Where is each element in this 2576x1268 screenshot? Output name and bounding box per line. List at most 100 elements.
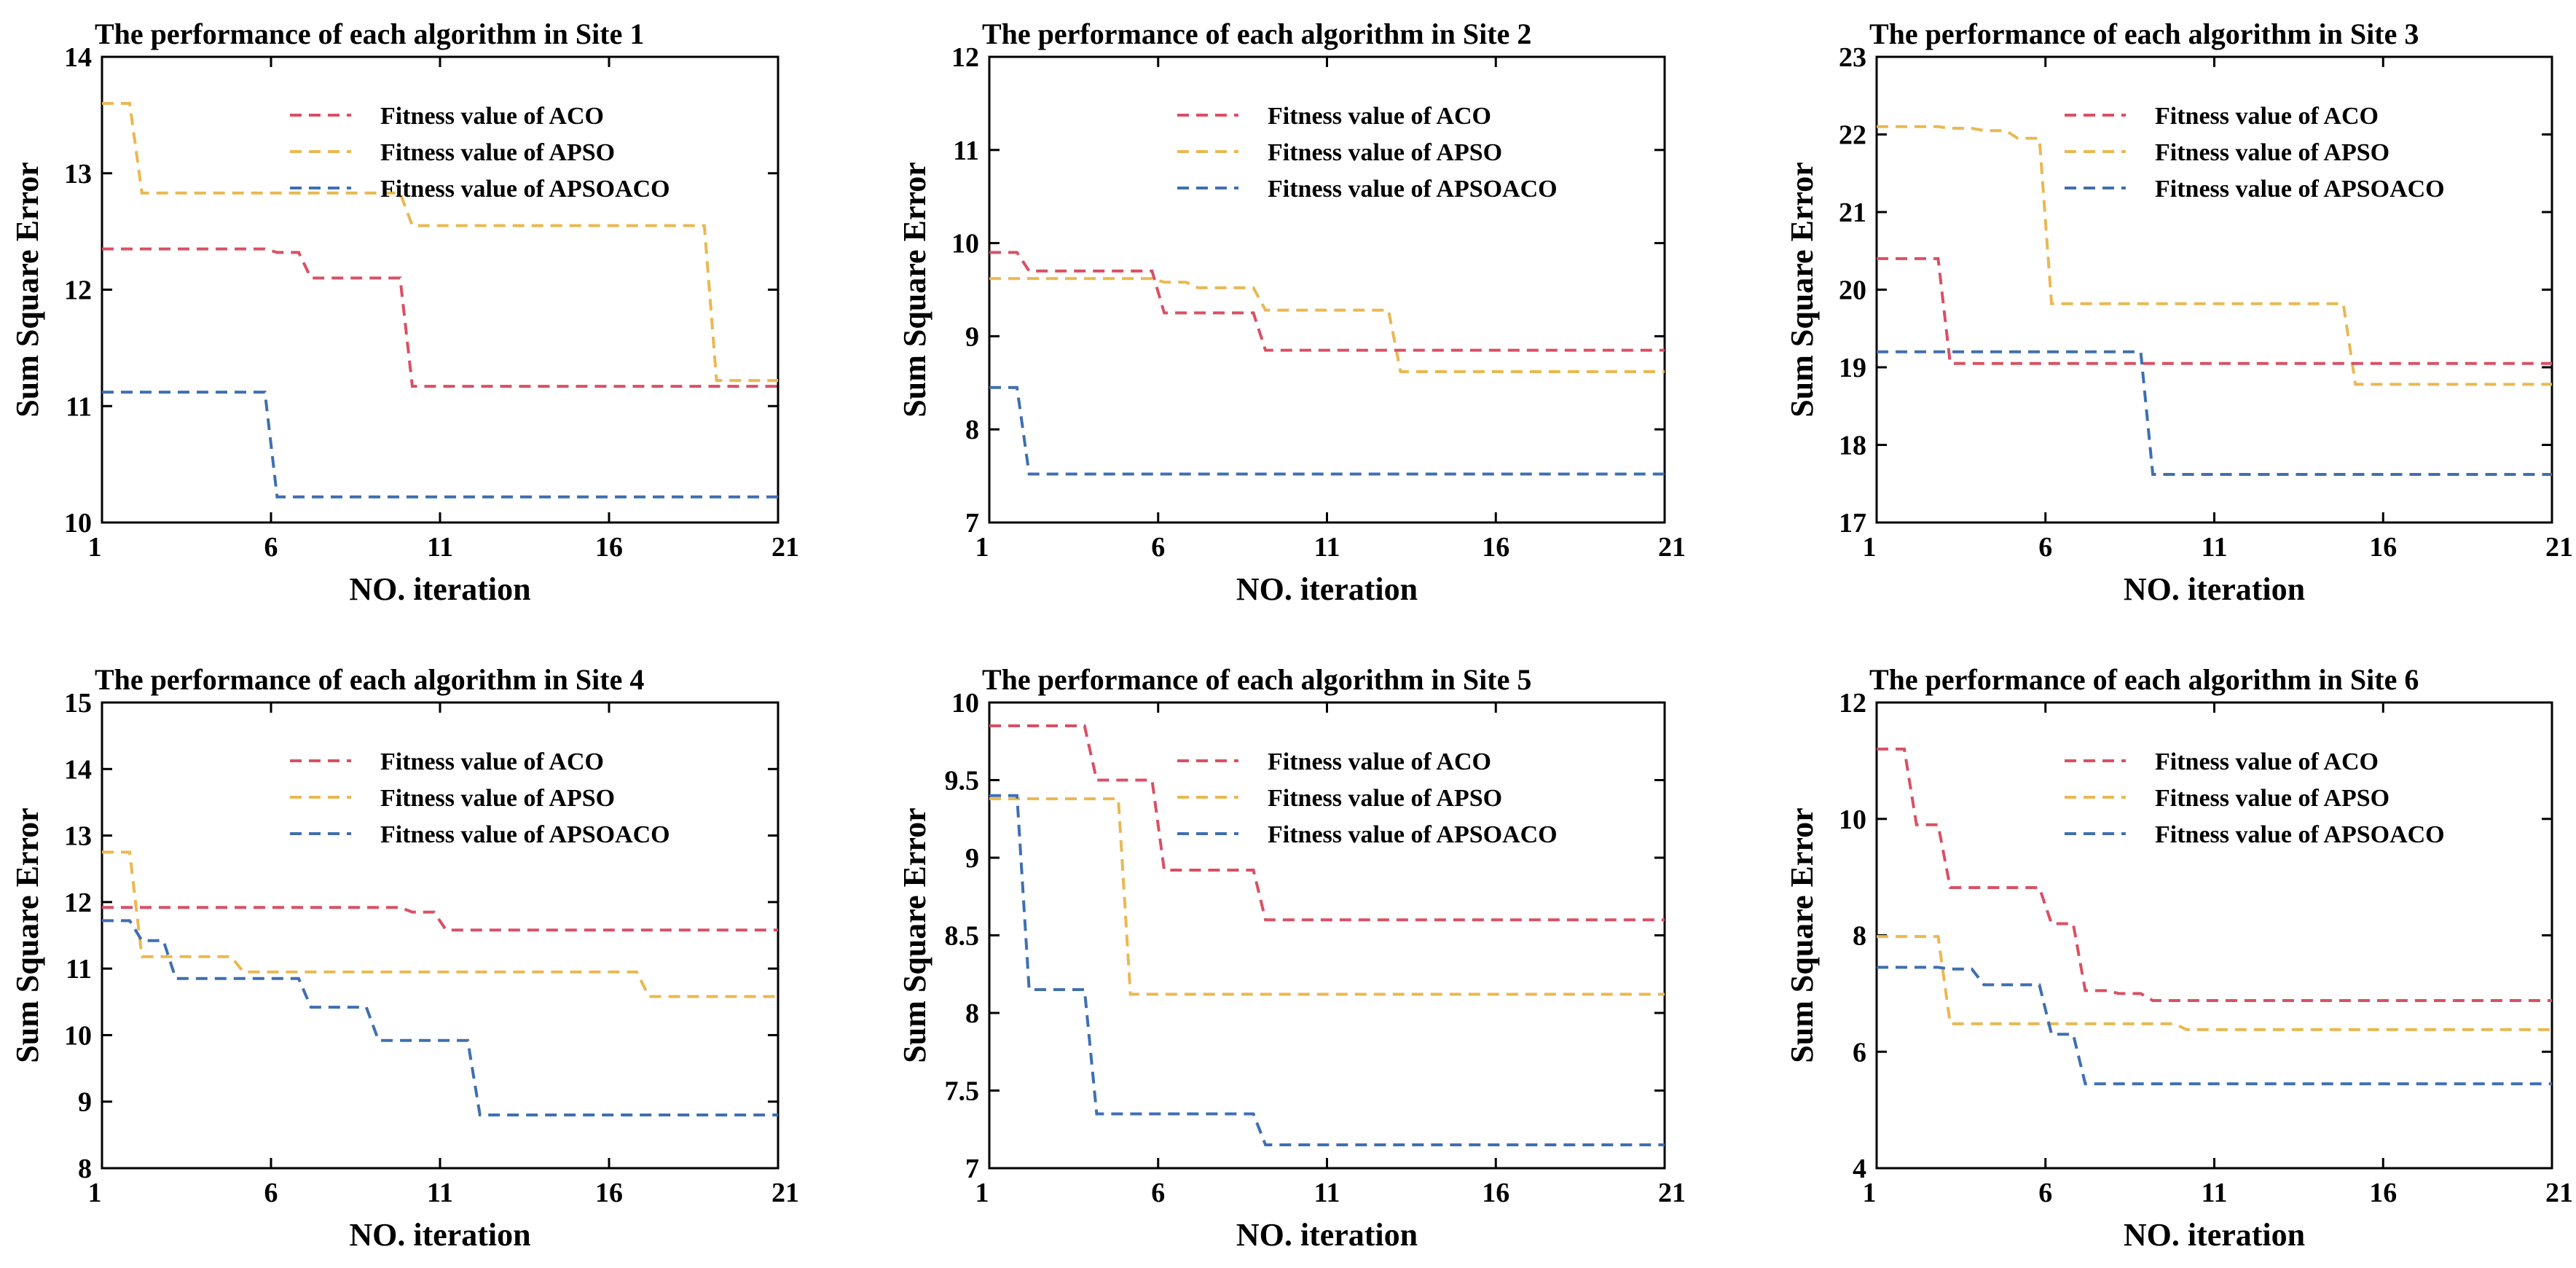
x-tick-label: 21 [2545,1178,2573,1208]
legend-label: Fitness value of ACO [380,103,604,130]
legend: Fitness value of ACO Fitness value of APS… [290,103,670,203]
y-tick-label: 20 [1839,275,1866,306]
x-tick-label: 1 [1863,532,1877,563]
legend: Fitness value of ACO Fitness value of APS… [290,748,670,848]
y-tick-label: 9 [965,843,979,874]
legend: Fitness value of ACO Fitness value of APS… [1177,103,1558,203]
x-tick-label: 6 [264,532,278,563]
y-tick-label: 9.5 [945,766,980,797]
y-tick-label: 12 [951,42,979,73]
y-tick-label: 22 [1839,120,1866,151]
y-tick-label: 23 [1839,42,1866,73]
x-tick-label: 16 [2369,532,2397,563]
y-tick-label: 8 [1853,921,1866,952]
y-tick-label: 11 [66,954,92,985]
y-tick-label: 8 [965,415,979,445]
x-tick-label: 21 [1658,1178,1686,1208]
y-tick-label: 15 [64,688,92,719]
x-axis-label: NO. iteration [2124,571,2305,607]
chart-title: The performance of each algorithm in Sit… [1869,17,2419,50]
y-tick-label: 11 [953,136,979,166]
chart-title: The performance of each algorithm in Sit… [95,663,644,696]
chart-panel-6: The performance of each algorithm in Sit… [1784,663,2573,1253]
legend-label: Fitness value of ACO [1268,748,1491,775]
series-line-aco [1877,747,2552,1002]
x-tick-label: 1 [1863,1178,1877,1208]
series-line-apsoaco [102,391,778,498]
x-axis-label: NO. iteration [1236,1217,1418,1253]
legend-label: Fitness value of APSO [380,139,615,166]
series-line-apso [102,850,778,998]
y-tick-label: 10 [951,688,979,719]
chart-panel-5: The performance of each algorithm in Sit… [897,663,1686,1253]
series-line-apso [102,101,778,383]
y-tick-label: 18 [1839,431,1866,461]
series-group [1877,747,2552,1086]
y-tick-label: 6 [1853,1037,1866,1068]
y-tick-label: 8 [78,1154,92,1184]
chart-panel-4: The performance of each algorithm in Sit… [9,663,799,1253]
legend-label: Fitness value of APSO [1268,139,1502,166]
y-tick-label: 7.5 [945,1076,980,1107]
x-tick-label: 16 [1482,532,1509,563]
y-tick-label: 9 [78,1087,92,1118]
x-tick-label: 21 [1658,532,1686,563]
legend-label: Fitness value of ACO [1268,103,1491,130]
series-line-apso [1877,125,2552,386]
x-tick-label: 1 [88,1178,102,1208]
x-tick-label: 1 [975,532,989,563]
x-tick-label: 6 [264,1178,278,1208]
x-axis-label: NO. iteration [2124,1217,2305,1253]
x-tick-label: 6 [1151,1178,1165,1208]
x-tick-label: 16 [595,1178,623,1208]
y-tick-label: 13 [64,821,92,852]
chart-panel-1: The performance of each algorithm in Sit… [9,17,799,607]
series-line-aco [1877,257,2552,365]
series-group [989,251,1665,476]
y-tick-label: 4 [1853,1154,1866,1184]
series-line-apsoaco [989,794,1665,1146]
legend-label: Fitness value of APSOACO [380,176,670,203]
y-tick-label: 17 [1839,508,1866,539]
series-line-aco [102,906,778,932]
legend-label: Fitness value of APSOACO [2155,176,2445,203]
series-line-apsoaco [102,919,778,1116]
chart-title: The performance of each algorithm in Sit… [1869,663,2419,696]
legend-label: Fitness value of APSOACO [1268,821,1558,848]
y-axis-label: Sum Square Error [9,162,45,417]
y-tick-label: 19 [1839,353,1866,383]
y-axis-label: Sum Square Error [897,162,932,417]
x-tick-label: 11 [427,532,453,563]
series-group [989,724,1665,1146]
x-tick-label: 11 [427,1178,453,1208]
legend-label: Fitness value of ACO [380,748,604,775]
x-tick-label: 1 [88,532,102,563]
series-line-aco [989,251,1665,352]
legend-label: Fitness value of APSO [2155,785,2390,812]
legend: Fitness value of ACO Fitness value of APS… [2065,748,2445,848]
y-tick-label: 10 [1839,805,1866,835]
legend-label: Fitness value of APSOACO [2155,821,2445,848]
y-tick-label: 7 [965,1154,979,1184]
y-tick-label: 21 [1839,197,1866,228]
chart-title: The performance of each algorithm in Sit… [95,17,644,50]
y-axis-label: Sum Square Error [1784,807,1820,1062]
legend-label: Fitness value of APSO [1268,785,1502,812]
chart-title: The performance of each algorithm in Sit… [982,663,1531,696]
series-line-apsoaco [1877,350,2552,476]
series-group [102,101,778,498]
x-tick-label: 6 [2038,532,2052,563]
y-tick-label: 14 [64,42,92,73]
series-line-apso [989,277,1665,373]
series-line-apsoaco [1877,966,2552,1086]
y-tick-label: 13 [64,159,92,189]
x-tick-label: 21 [771,1178,799,1208]
legend: Fitness value of ACO Fitness value of APS… [1177,748,1558,848]
series-line-apso [989,797,1665,996]
legend-label: Fitness value of ACO [2155,103,2379,130]
x-tick-label: 16 [2369,1178,2397,1208]
x-tick-label: 16 [595,532,623,563]
legend-label: Fitness value of ACO [2155,748,2379,775]
series-line-apsoaco [989,386,1665,476]
